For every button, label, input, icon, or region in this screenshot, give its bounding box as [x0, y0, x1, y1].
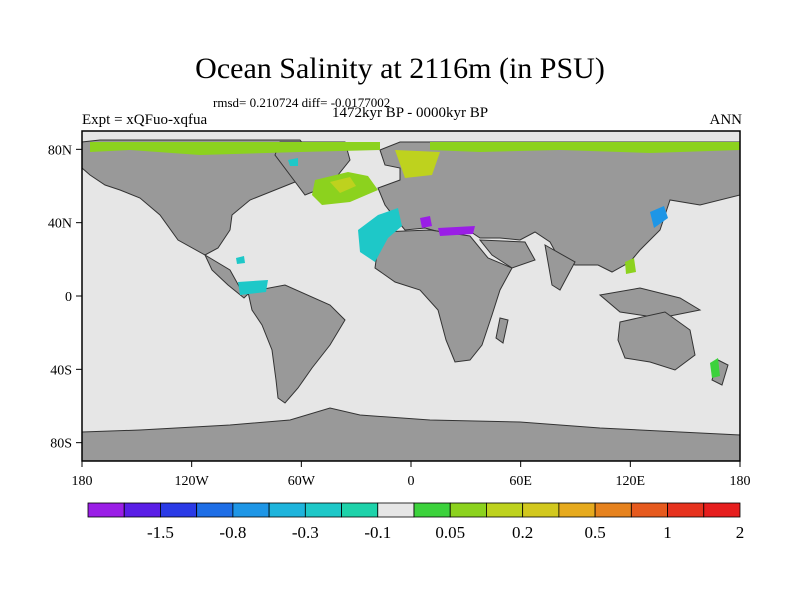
colorbar-label: -0.8 — [219, 523, 246, 542]
colorbar-swatch — [232, 502, 270, 518]
y-tick-label: 40S — [50, 363, 72, 378]
colorbar-swatch — [703, 502, 741, 518]
land-india — [544, 244, 576, 291]
season-label: ANN — [709, 112, 743, 128]
colorbar-swatch — [667, 502, 705, 518]
anomaly-arctic-positive — [90, 142, 380, 155]
anomaly-labrador-positive — [330, 177, 356, 193]
colorbar: -1.5 -0.8 -0.3 -0.1 0.05 0.2 0.5 1 2 — [87, 502, 745, 542]
colorbar-label: -0.1 — [364, 523, 391, 542]
experiment-label: Expt = xQFuo-xqfua — [82, 112, 208, 128]
colorbar-swatch — [413, 502, 451, 518]
map-panel — [81, 130, 741, 462]
colorbar-swatch — [558, 502, 596, 518]
x-tick-label: 0 — [408, 474, 415, 489]
anomaly-tasman-positive — [710, 358, 720, 378]
land-maritime-continent — [598, 287, 702, 319]
x-tick-label: 60E — [509, 474, 532, 489]
x-tick-label: 120E — [616, 474, 646, 489]
colorbar-swatch — [196, 502, 234, 518]
colorbar-label: -0.3 — [292, 523, 319, 542]
colorbar-label: -1.5 — [147, 523, 174, 542]
salinity-anomalies — [90, 142, 740, 378]
anomaly-japan-sea-negative — [650, 206, 668, 228]
anomaly-caribbean-negative — [238, 280, 268, 295]
colorbar-swatch — [160, 502, 198, 518]
x-tick-label: 180 — [72, 474, 93, 489]
colorbar-label: 0.5 — [584, 523, 605, 542]
colorbar-label: 2 — [736, 523, 745, 542]
colorbar-swatch — [449, 502, 487, 518]
x-tick-label: 120W — [175, 474, 210, 489]
colorbar-label: 1 — [663, 523, 672, 542]
period-label: 1472kyr BP - 0000kyr BP — [331, 105, 489, 121]
colorbar-swatch — [522, 502, 560, 518]
x-tick-label: 60W — [288, 474, 316, 489]
y-tick-label: 80S — [50, 437, 72, 452]
colorbar-label: 0.05 — [435, 523, 465, 542]
colorbar-swatch — [630, 502, 668, 518]
y-tick-label: 40N — [48, 217, 72, 232]
anomaly-barents-positive — [395, 150, 440, 178]
colorbar-swatch — [304, 502, 342, 518]
anomaly-south-china-positive — [625, 258, 636, 274]
anomaly-east-atlantic-negative — [358, 208, 402, 262]
y-axis: 80N 40N 0 40S 80S — [48, 143, 82, 452]
stats-label: rmsd= 0.210724 diff= -0.0177002 — [213, 95, 391, 110]
land-madagascar — [495, 317, 509, 344]
colorbar-swatch — [341, 502, 379, 518]
land-africa — [374, 229, 513, 363]
anomaly-arctic-positive-east — [430, 142, 740, 153]
x-axis: 180 120W 60W 0 60E 120E 180 — [72, 461, 751, 489]
anomaly-mediterranean-negative — [420, 216, 432, 228]
colorbar-swatch — [87, 502, 125, 518]
colorbar-swatch — [486, 502, 524, 518]
colorbar-label: 0.2 — [512, 523, 533, 542]
anomaly-caribbean-small — [236, 256, 245, 264]
y-tick-label: 80N — [48, 143, 72, 158]
land-south-america — [247, 284, 346, 404]
colorbar-swatch — [594, 502, 632, 518]
colorbar-swatch — [377, 502, 415, 518]
map-title: Ocean Salinity at 2116m (in PSU) — [195, 52, 605, 85]
land-eurasia — [377, 141, 741, 273]
x-tick-label: 180 — [730, 474, 751, 489]
land-masses — [81, 139, 741, 462]
anomaly-mediterranean-east-negative — [438, 226, 475, 236]
land-central-america — [203, 253, 251, 299]
anomaly-hudson-negative — [288, 158, 298, 166]
land-australia — [617, 311, 696, 371]
y-tick-label: 0 — [65, 290, 72, 305]
land-arabia — [478, 239, 536, 269]
colorbar-swatch — [123, 502, 161, 518]
colorbar-swatch — [268, 502, 306, 518]
